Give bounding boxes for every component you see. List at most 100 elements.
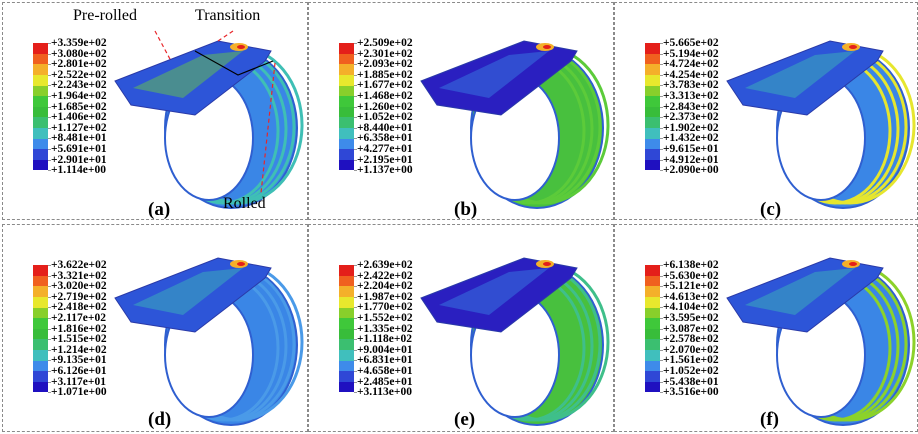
legend-color-band xyxy=(339,275,354,287)
legend-tick xyxy=(48,317,51,319)
legend-tick xyxy=(660,53,663,55)
legend-color-band xyxy=(645,265,660,276)
legend-color-band xyxy=(33,371,48,382)
legend-color-band xyxy=(339,106,354,118)
legend-color-band xyxy=(33,64,48,76)
panel-label: (c) xyxy=(760,199,782,220)
legend-tick xyxy=(354,339,357,341)
legend-tick xyxy=(48,127,51,129)
annotation-transition: Transition xyxy=(195,7,261,24)
legend-color-band xyxy=(33,360,48,372)
panel-a: +3.359e+02 +3.080e+02 +2.801e+02 +2.522e+02… xyxy=(2,2,308,220)
legend-tick xyxy=(354,370,357,372)
pre-rolled-sheet xyxy=(114,40,272,116)
panel-label: (f) xyxy=(760,409,779,430)
legend-value: +1.214e+02 xyxy=(51,343,107,356)
legend-tick xyxy=(660,117,663,119)
legend-color-band xyxy=(33,117,48,129)
panel-label: (b) xyxy=(454,199,478,220)
legend-value: +1.964e+02 xyxy=(51,89,107,102)
legend-tick xyxy=(354,53,357,55)
legend-tick xyxy=(48,74,51,76)
legend-color-band xyxy=(33,286,48,298)
panel-c: +5.665e+02 +5.194e+02 +4.724e+02 +4.254e+02… xyxy=(614,2,918,220)
legend-tick xyxy=(354,43,357,44)
legend-color-band xyxy=(33,275,48,287)
legend-value: +2.901e+01 xyxy=(51,153,107,166)
legend-value: +2.843e+02 xyxy=(663,100,719,113)
legend-color-band xyxy=(645,318,660,329)
legend-color-band xyxy=(339,117,354,129)
panel-f: +6.138e+02 +5.630e+02 +5.121e+02 +4.613e+02… xyxy=(614,224,918,432)
legend-color-band xyxy=(645,360,660,372)
panel-label: (e) xyxy=(454,409,476,430)
legend-value: +3.516e+00 xyxy=(663,386,719,399)
legend-tick xyxy=(354,392,357,394)
annotation-arrow xyxy=(260,62,276,194)
legend-tick xyxy=(660,265,663,266)
legend-color-band xyxy=(33,106,48,118)
legend-value: +5.438e+01 xyxy=(663,375,719,388)
annotation-rolled: Rolled xyxy=(223,195,266,212)
legend-tick xyxy=(354,170,357,172)
legend-value: +5.121e+02 xyxy=(663,280,719,293)
legend-tick xyxy=(660,307,663,309)
legend-value: +2.195e+01 xyxy=(357,153,413,166)
legend-tick xyxy=(48,265,51,266)
legend-color-band xyxy=(33,265,48,276)
legend-tick xyxy=(48,307,51,309)
legend-color-band xyxy=(339,328,354,340)
legend-color-band xyxy=(645,117,660,129)
legend-color-band xyxy=(645,96,660,107)
legend-tick xyxy=(48,64,51,66)
legend-tick xyxy=(354,307,357,309)
pre-rolled-sheet xyxy=(114,257,272,333)
legend-tick xyxy=(354,349,357,351)
legend-color-band xyxy=(339,265,354,276)
legend-color-band xyxy=(645,275,660,287)
legend-color-band xyxy=(33,53,48,65)
hotspot-peak xyxy=(543,45,551,49)
legend-value: +1.052e+02 xyxy=(663,364,719,377)
legend-value: +8.481e+01 xyxy=(51,132,107,145)
legend-color-band xyxy=(339,43,354,54)
legend-color-band xyxy=(339,360,354,372)
legend-color-band xyxy=(339,339,354,351)
hotspot-peak xyxy=(543,262,551,266)
legend-value: +5.630e+02 xyxy=(663,269,719,282)
legend-value: +2.719e+02 xyxy=(51,290,107,303)
legend-color-band xyxy=(645,159,660,171)
legend-value: +1.127e+02 xyxy=(51,121,107,134)
legend-tick xyxy=(660,106,663,108)
legend-value: +2.243e+02 xyxy=(51,79,107,92)
legend-tick xyxy=(660,85,663,87)
legend-value: +1.770e+02 xyxy=(357,301,413,314)
legend-value: +4.724e+02 xyxy=(663,58,719,71)
legend-color-band xyxy=(339,128,354,139)
legend-color-band xyxy=(339,307,354,319)
legend-color-band xyxy=(33,43,48,54)
legend-color-band xyxy=(645,328,660,340)
sheet-contour xyxy=(439,51,549,98)
legend-value: +6.138e+02 xyxy=(663,259,719,271)
legend-tick xyxy=(660,381,663,383)
legend-tick xyxy=(48,106,51,108)
legend-tick xyxy=(660,370,663,372)
legend-tick xyxy=(48,148,51,150)
legend-tick xyxy=(660,95,663,97)
legend-color-band xyxy=(339,149,354,160)
sheet-contour xyxy=(745,51,855,98)
legend-color-band xyxy=(339,85,354,97)
legend-tick xyxy=(354,74,357,76)
legend-tick xyxy=(354,138,357,140)
legend-tick xyxy=(660,275,663,277)
legend-tick xyxy=(354,117,357,119)
legend-tick xyxy=(354,95,357,97)
legend-value: +3.595e+02 xyxy=(663,311,719,324)
legend-tick xyxy=(660,170,663,172)
legend-tick xyxy=(660,127,663,129)
legend-tick xyxy=(354,360,357,362)
legend-value: +1.816e+02 xyxy=(51,322,107,335)
legend-value: +2.522e+02 xyxy=(51,68,107,81)
